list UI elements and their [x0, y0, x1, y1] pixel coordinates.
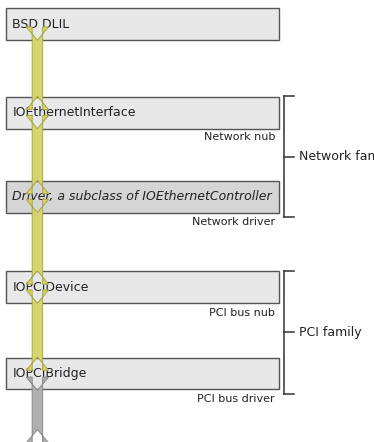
Text: BSD DLIL: BSD DLIL — [12, 18, 70, 31]
Text: PCI family: PCI family — [299, 326, 362, 339]
Polygon shape — [26, 115, 49, 194]
Text: Network driver: Network driver — [192, 217, 275, 228]
Polygon shape — [26, 377, 49, 442]
Text: PCI bus driver: PCI bus driver — [197, 394, 275, 404]
FancyBboxPatch shape — [6, 271, 279, 303]
Text: Network nub: Network nub — [203, 132, 275, 142]
Text: IOEthernetInterface: IOEthernetInterface — [12, 106, 136, 119]
Text: PCI bus nub: PCI bus nub — [209, 308, 275, 318]
Text: Driver, a subclass of IOEthernetController: Driver, a subclass of IOEthernetControll… — [12, 190, 272, 203]
Polygon shape — [26, 27, 49, 110]
Polygon shape — [26, 290, 49, 370]
FancyBboxPatch shape — [6, 8, 279, 40]
Text: IOPCIDevice: IOPCIDevice — [12, 281, 89, 294]
Text: IOPCIBridge: IOPCIBridge — [12, 367, 87, 380]
FancyBboxPatch shape — [6, 358, 279, 389]
Text: Network family: Network family — [299, 150, 374, 164]
FancyBboxPatch shape — [6, 181, 279, 213]
FancyBboxPatch shape — [6, 97, 279, 129]
Polygon shape — [26, 199, 49, 284]
